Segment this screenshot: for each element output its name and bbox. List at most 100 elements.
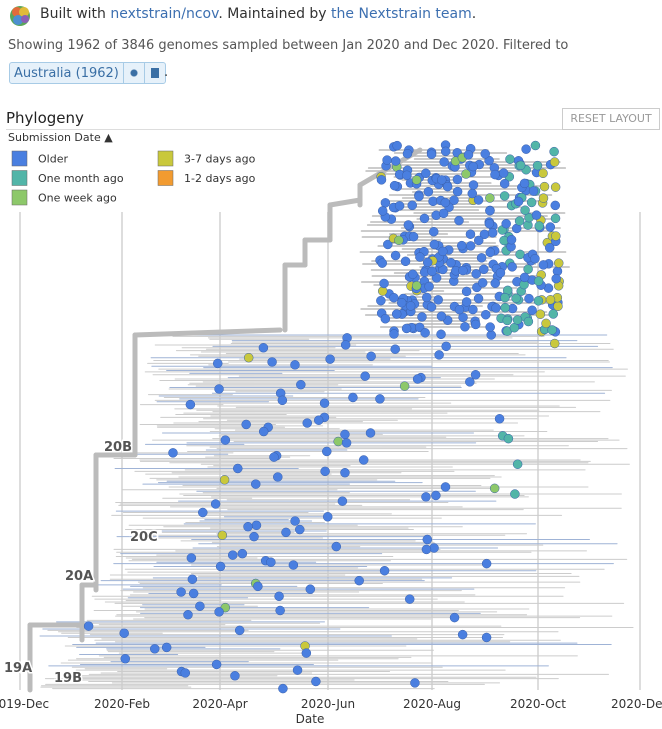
info-suffix: . <box>164 65 169 80</box>
tip <box>467 188 478 199</box>
panel-title: Phylogeny <box>6 109 84 127</box>
tip <box>549 157 560 167</box>
x-tick-label: 2020-Feb <box>94 697 150 711</box>
reset-button[interactable]: RESET LAYOUT <box>562 108 660 130</box>
tip <box>401 323 412 334</box>
tip <box>241 419 251 430</box>
view-icon[interactable] <box>122 63 144 83</box>
x-tick-label: 2020-Oct <box>510 697 566 711</box>
clade-label: 19A <box>4 661 32 676</box>
tip <box>545 295 556 305</box>
tip <box>501 218 511 229</box>
tip <box>452 174 463 185</box>
legend-swatch <box>11 189 28 206</box>
tip <box>431 273 442 283</box>
link[interactable]: nextstrain/ncov <box>110 6 219 22</box>
tip <box>490 169 500 180</box>
tip <box>266 557 276 567</box>
tip <box>320 466 330 477</box>
tip <box>390 156 401 166</box>
tip <box>377 206 388 216</box>
filter-badge[interactable]: Australia (1962) <box>9 62 166 84</box>
tip <box>394 235 404 246</box>
tip <box>405 301 416 311</box>
legend-label: Older <box>38 153 68 166</box>
tip <box>176 587 186 597</box>
tip <box>399 381 410 391</box>
tip <box>535 309 546 319</box>
tip <box>311 676 321 687</box>
tip <box>415 252 425 262</box>
tip <box>495 268 506 278</box>
tip <box>485 322 495 332</box>
tip <box>402 170 412 181</box>
tip <box>322 446 332 457</box>
tip <box>500 302 510 313</box>
tip <box>273 472 283 482</box>
tip <box>410 678 420 688</box>
tip <box>391 309 402 319</box>
tip <box>424 281 434 292</box>
tip <box>331 541 342 552</box>
tip <box>457 240 467 251</box>
tip <box>340 429 350 440</box>
tip <box>515 160 526 171</box>
tip <box>421 168 431 179</box>
delete-icon[interactable] <box>143 63 165 83</box>
tip <box>473 195 484 205</box>
tip <box>403 220 414 230</box>
tip <box>389 180 400 191</box>
tip <box>550 213 561 224</box>
tip <box>436 329 446 340</box>
tip <box>188 588 199 599</box>
tip <box>234 625 245 636</box>
tip <box>458 312 468 323</box>
tip <box>340 467 350 478</box>
tip <box>379 278 389 289</box>
tip <box>183 609 193 620</box>
tip <box>419 213 430 224</box>
tip <box>438 208 449 219</box>
tip <box>210 499 221 509</box>
tip <box>383 239 393 250</box>
tip <box>553 301 563 312</box>
tip <box>511 293 521 304</box>
link[interactable]: the Nextstrain team <box>331 6 472 22</box>
tip <box>376 295 386 306</box>
tip <box>233 463 243 474</box>
tip <box>550 182 561 192</box>
tip <box>470 370 481 380</box>
tip <box>119 628 129 638</box>
tip <box>215 561 226 572</box>
tip <box>465 241 476 251</box>
tip <box>551 231 561 241</box>
tip <box>470 319 481 330</box>
tip <box>514 216 525 226</box>
tip <box>390 344 400 354</box>
tip <box>354 575 364 586</box>
tip <box>198 507 208 518</box>
tip <box>468 161 478 172</box>
tip <box>212 358 223 369</box>
legend-title[interactable]: Submission Date ▲ <box>8 131 113 144</box>
tip <box>230 671 240 681</box>
tip <box>461 169 471 179</box>
tip <box>433 295 443 305</box>
tip <box>214 384 224 394</box>
tip <box>538 260 549 270</box>
tip <box>429 239 440 250</box>
tip <box>333 436 343 447</box>
tip <box>220 435 231 445</box>
tip <box>380 198 391 208</box>
tip <box>421 544 432 555</box>
tip <box>426 302 437 312</box>
clade-label: 20C <box>130 530 158 545</box>
tip <box>461 297 472 307</box>
tip <box>506 234 517 245</box>
tip <box>436 311 447 321</box>
tip <box>243 352 254 363</box>
logo[interactable] <box>8 3 38 33</box>
tip <box>510 489 520 499</box>
